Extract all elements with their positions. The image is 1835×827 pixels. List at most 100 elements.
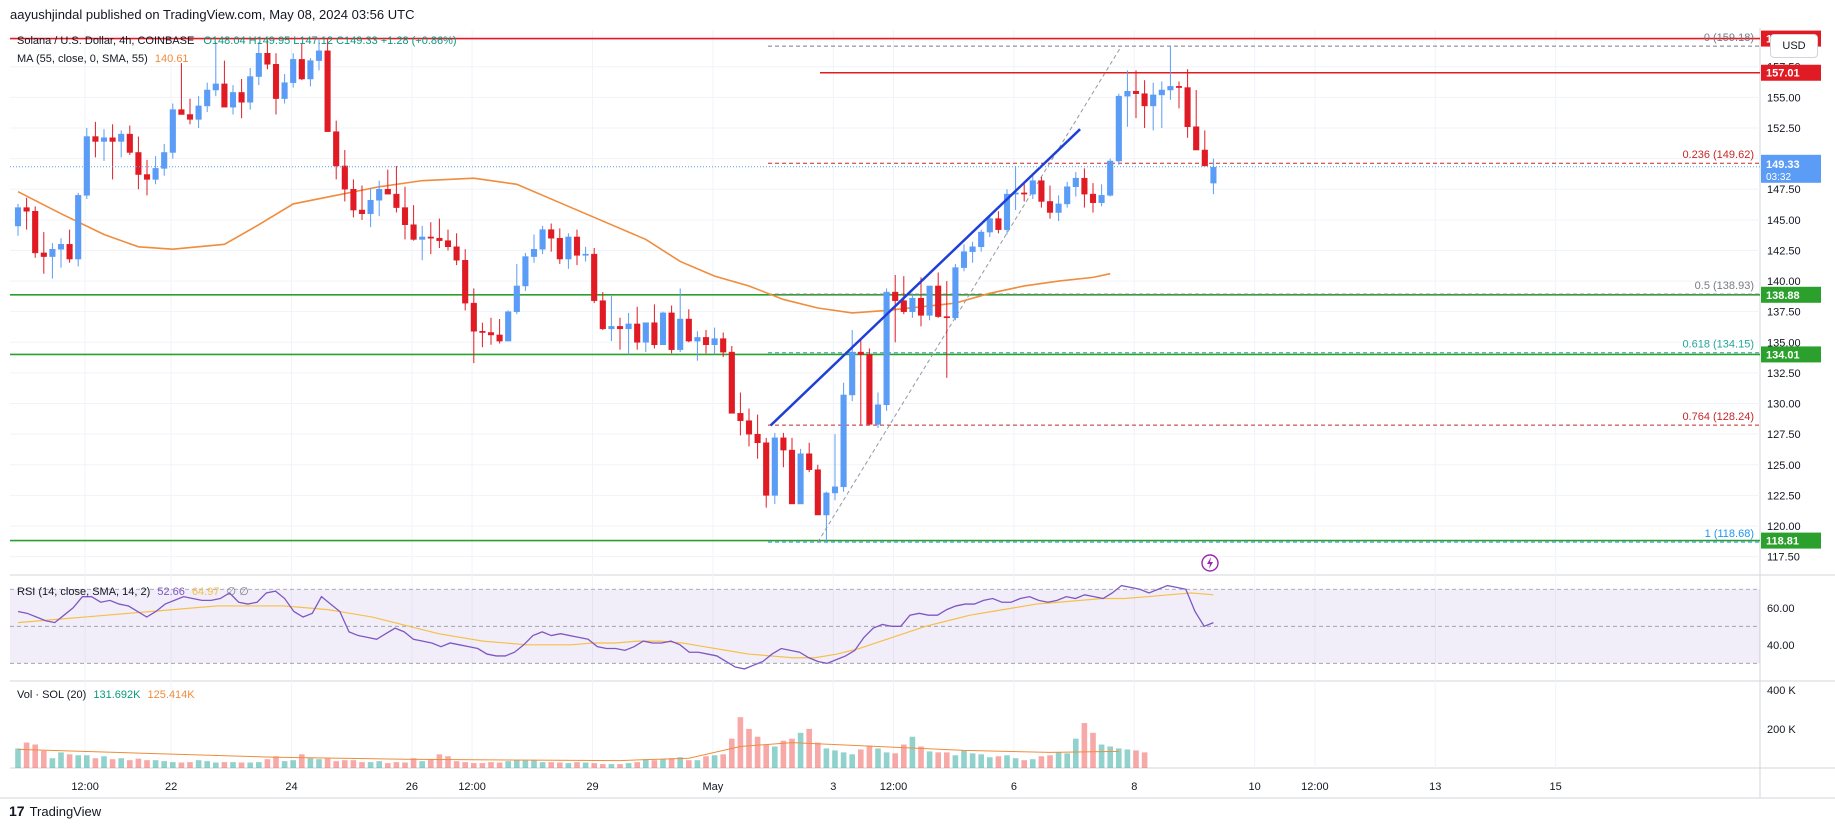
candle-body — [917, 297, 925, 316]
legend-vol[interactable]: Vol · SOL (20) — [17, 689, 87, 701]
candle — [109, 124, 116, 180]
time-tick-label: 12:00 — [458, 781, 486, 793]
volume-bar — [32, 744, 38, 768]
candle-body — [367, 199, 374, 214]
fib-level-label: 0.764 (128.24) — [1682, 411, 1754, 423]
candle — [410, 205, 417, 241]
candle — [892, 274, 899, 343]
candle — [376, 180, 383, 217]
level-badge-label: 138.88 — [1766, 290, 1800, 302]
candle-body — [212, 83, 219, 91]
candle-body — [221, 83, 228, 108]
volume-bar — [651, 760, 658, 768]
candle-body — [40, 252, 47, 257]
candle — [135, 136, 142, 190]
candle-body — [659, 312, 667, 346]
volume-bar — [101, 756, 107, 768]
candle — [298, 43, 305, 81]
candle — [797, 448, 804, 505]
candle-body — [255, 53, 262, 77]
volume-bar — [1107, 746, 1113, 768]
volume-bar — [221, 762, 228, 768]
candle — [143, 159, 151, 196]
candle-body — [436, 237, 443, 241]
candle — [479, 322, 486, 348]
candle — [1115, 93, 1122, 165]
candle — [909, 293, 916, 318]
candle — [290, 53, 297, 88]
volume-bar — [1064, 753, 1070, 768]
candle-body — [823, 492, 830, 516]
candle — [900, 276, 907, 315]
candle — [247, 67, 254, 110]
candle-body — [143, 174, 151, 180]
candle-body — [737, 413, 744, 421]
candle — [599, 292, 606, 331]
volume-bar — [686, 760, 692, 768]
candle-body — [831, 486, 839, 494]
price-tick-label: 145.00 — [1767, 215, 1801, 227]
candle — [556, 228, 563, 264]
candle — [393, 165, 400, 213]
candle — [255, 42, 262, 86]
candle — [1072, 172, 1079, 197]
candle — [780, 432, 787, 468]
candle-body — [745, 420, 753, 435]
volume-ma-line — [17, 742, 1119, 762]
candle-body — [66, 244, 73, 260]
price-tick-label: 130.00 — [1767, 399, 1801, 411]
candle — [462, 249, 469, 311]
rsi-tick-label: 60.00 — [1767, 603, 1795, 615]
candle-body — [608, 326, 615, 330]
candle-body — [1141, 93, 1148, 107]
volume-bar — [109, 759, 116, 768]
level-badge-label: 118.81 — [1766, 536, 1799, 548]
candle — [126, 125, 133, 155]
candle — [1141, 80, 1148, 128]
volume-bar — [118, 758, 124, 768]
candle — [66, 229, 73, 263]
volume-bar — [823, 748, 830, 768]
candle — [943, 281, 950, 378]
volume-bar — [1073, 738, 1079, 768]
volume-bar — [944, 752, 950, 768]
candle — [625, 312, 632, 355]
volume-bar — [256, 762, 262, 768]
candle-body — [668, 312, 675, 350]
legend-ma[interactable]: MA (55, close, 0, SMA, 55) — [17, 53, 148, 65]
volume-bar — [694, 760, 701, 768]
candle-body — [49, 248, 56, 257]
candle-body — [161, 152, 168, 169]
lightning-icon — [1207, 557, 1213, 569]
candle-body — [591, 253, 598, 301]
candle — [634, 306, 641, 350]
currency-button[interactable]: USD — [1770, 34, 1818, 58]
candle-body — [797, 453, 804, 505]
lightning-event-icon[interactable] — [1201, 554, 1219, 572]
volume-bar — [1021, 760, 1027, 768]
candle-body — [986, 218, 993, 233]
time-tick-label: 22 — [165, 781, 177, 793]
price-tick-label: 135.00 — [1767, 337, 1801, 349]
candle — [849, 330, 856, 402]
legend-rsi[interactable]: RSI (14, close, SMA, 14, 2) — [17, 586, 151, 598]
volume-bar — [264, 759, 271, 768]
candle — [530, 234, 538, 263]
volume-tick-label: 200 K — [1767, 724, 1796, 736]
volume-bar — [600, 764, 606, 768]
candle — [195, 96, 202, 128]
candle-body — [866, 354, 873, 425]
volume-bar — [1055, 752, 1062, 768]
candle — [350, 179, 357, 218]
volume-bar — [1047, 755, 1053, 768]
tradingview-logo-icon: 17 — [9, 803, 25, 819]
volume-bar — [840, 752, 847, 768]
candle — [1193, 90, 1200, 151]
candle-body — [857, 351, 864, 355]
legend-symbol[interactable]: Solana / U.S. Dollar, 4h, COINBASE — [17, 35, 195, 47]
candle-body — [1107, 160, 1114, 196]
candle — [367, 187, 374, 228]
candle-body — [324, 50, 331, 132]
volume-bar — [660, 759, 666, 768]
